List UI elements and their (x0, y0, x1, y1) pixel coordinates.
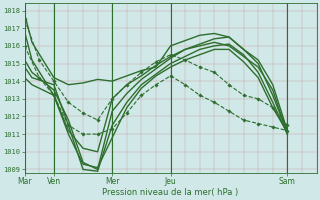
X-axis label: Pression niveau de la mer( hPa ): Pression niveau de la mer( hPa ) (102, 188, 239, 197)
